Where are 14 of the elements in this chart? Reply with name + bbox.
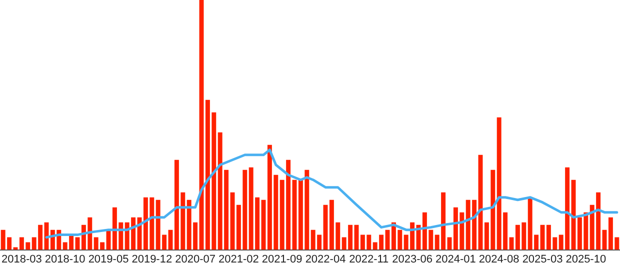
x-tick-label: 2024-08	[478, 253, 520, 266]
x-tick-label: 2018-10	[44, 253, 86, 266]
x-tick-label: 2020-07	[175, 253, 216, 266]
x-tick-label: 2022-11	[349, 253, 389, 266]
x-tick-label: 2022-04	[305, 253, 346, 266]
x-tick-label: 2021-02	[218, 253, 259, 266]
x-tick-label: 2023-06	[392, 253, 432, 266]
x-tick-label: 2018-03	[2, 253, 42, 266]
x-tick-label: 2025-03	[522, 253, 563, 266]
x-tick-label: 2021-09	[262, 253, 302, 266]
x-tick-label: 2019-05	[88, 253, 129, 266]
x-tick-label: 2019-12	[132, 253, 172, 266]
x-tick-label: 2025-10	[566, 253, 606, 266]
x-tick-label: 2024-01	[436, 253, 476, 266]
